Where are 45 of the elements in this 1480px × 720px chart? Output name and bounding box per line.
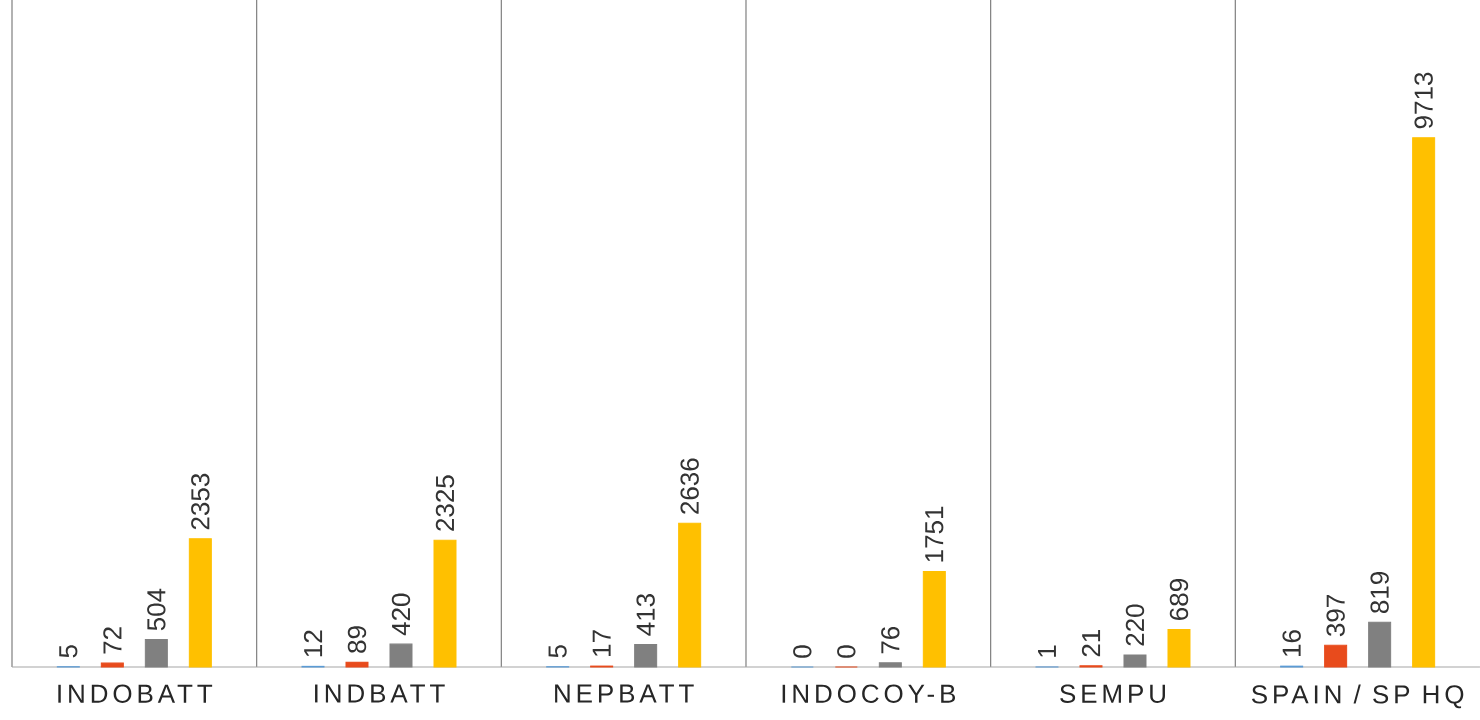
x-tick-label: SPAIN / SP HQ — [1251, 684, 1464, 709]
bar — [922, 571, 946, 668]
bar — [188, 538, 212, 668]
bar — [678, 522, 702, 668]
bar — [1324, 644, 1348, 668]
data-label: 0 — [837, 645, 856, 658]
data-label: 5 — [548, 645, 567, 658]
bar — [634, 643, 658, 668]
x-tick-label: NEPBATT — [555, 684, 694, 703]
data-label: 1 — [1038, 645, 1056, 657]
data-label: 17 — [592, 630, 611, 656]
data-label: 2636 — [680, 458, 699, 514]
bar — [433, 539, 457, 668]
data-label: 220 — [1125, 604, 1145, 646]
data-label: 12 — [303, 630, 323, 657]
bar — [1167, 628, 1191, 668]
data-label: 16 — [1282, 630, 1301, 656]
data-label: 21 — [1081, 630, 1101, 657]
data-label: 9713 — [1414, 72, 1433, 129]
data-label: 76 — [881, 626, 900, 654]
bar — [1368, 621, 1392, 668]
x-tick-label: SEMPU — [1060, 684, 1165, 703]
data-label: 2353 — [191, 473, 210, 530]
x-tick-label: INDOCOY-B — [782, 684, 956, 703]
data-label: 689 — [1169, 579, 1189, 620]
bar — [389, 643, 413, 668]
x-tick-label: INDOBATT — [58, 684, 213, 703]
data-label: 420 — [391, 593, 411, 636]
bar — [1123, 654, 1147, 668]
data-label: 413 — [636, 594, 655, 636]
bar — [878, 662, 902, 668]
data-label: 397 — [1326, 595, 1345, 637]
data-label: 504 — [147, 588, 166, 631]
bar — [1412, 137, 1436, 668]
bar — [345, 661, 369, 668]
data-label: 2325 — [435, 475, 455, 531]
x-tick-label: INDBATT — [315, 684, 445, 703]
data-label: 0 — [793, 645, 812, 658]
data-label: 72 — [103, 627, 122, 654]
data-label: 89 — [347, 626, 367, 653]
bar — [100, 662, 124, 668]
data-label: 5 — [59, 645, 78, 658]
data-label: 819 — [1370, 572, 1389, 614]
data-label: 1751 — [925, 506, 944, 562]
bar — [144, 639, 168, 668]
